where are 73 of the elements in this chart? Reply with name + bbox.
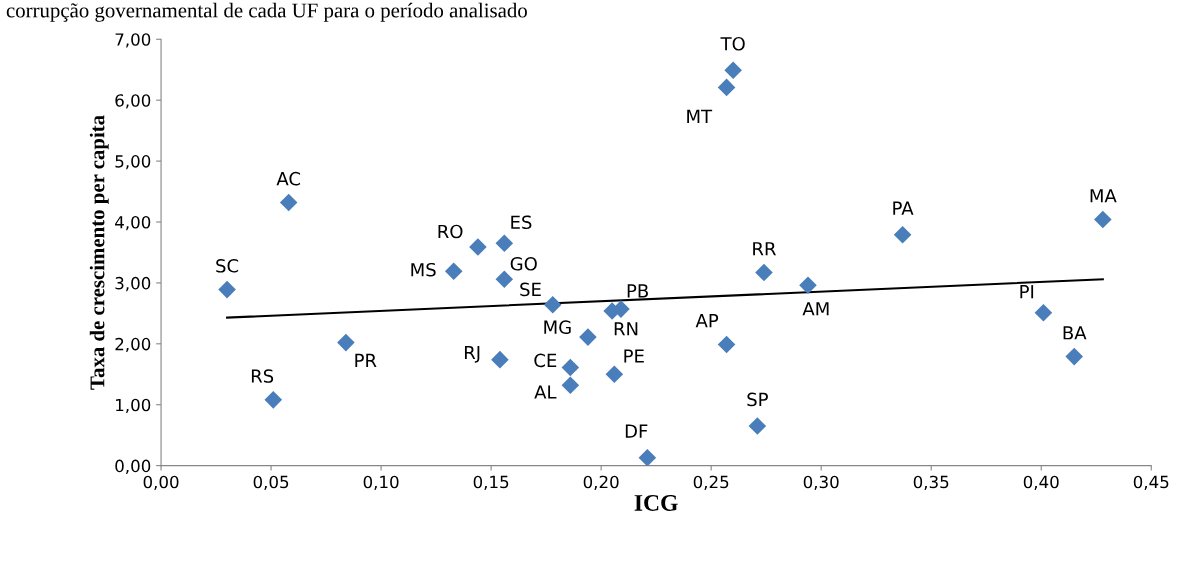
x-tick-label: 0,15 (473, 475, 509, 490)
y-tick-label: 5,00 (115, 155, 151, 170)
x-axis-title: ICG (634, 495, 678, 511)
x-tick-label: 0,45 (1133, 475, 1169, 490)
annotation: SE (520, 282, 541, 297)
point (218, 280, 236, 299)
annotation: PR (355, 353, 377, 368)
annotation: PE (624, 349, 644, 363)
point (279, 193, 298, 212)
point (337, 333, 355, 352)
x-tick-label: 0,30 (803, 475, 839, 490)
annotation: MG (544, 320, 571, 335)
annotation: MS (411, 262, 436, 277)
y-tick-label: 3,00 (115, 276, 151, 292)
annotation: RS (251, 369, 274, 383)
point (605, 365, 624, 384)
y-tick-label: 1,00 (116, 398, 151, 413)
y-tick-label: 6,00 (115, 94, 151, 109)
annotation: PB (627, 284, 648, 298)
point (724, 61, 742, 80)
point (748, 417, 767, 435)
x-tick-label: 0,05 (253, 475, 289, 490)
annotation: PI (1020, 285, 1034, 299)
point (495, 270, 514, 289)
x-tick-label: 0,00 (143, 475, 179, 490)
annotation: MA (1090, 189, 1117, 203)
x-tick-label: 0,35 (913, 475, 949, 490)
point (561, 376, 580, 395)
y-tick-label: 7,00 (115, 33, 151, 48)
x-tick-label: 0,20 (583, 475, 619, 490)
annotation: SC (216, 258, 239, 273)
y-tick-label: 2,00 (115, 337, 151, 353)
annotation: DF (625, 424, 648, 438)
point (717, 78, 736, 97)
point (893, 226, 912, 244)
annotation: SP (747, 392, 768, 407)
annotation: ES (511, 215, 532, 230)
y-tick-label: 4,00 (115, 215, 151, 231)
annotation: BA (1063, 326, 1087, 340)
x-tick-label: 0,40 (1023, 475, 1059, 490)
point (1094, 210, 1112, 229)
point (469, 238, 487, 256)
point (638, 448, 657, 466)
point (495, 234, 514, 253)
annotation: CE (534, 353, 557, 368)
point (579, 328, 597, 346)
annotation: TO (720, 36, 745, 51)
point (1065, 347, 1084, 366)
annotation: AP (695, 314, 719, 328)
point (491, 350, 509, 369)
annotation: AC (276, 171, 301, 186)
annotation: GO (510, 256, 537, 271)
point (543, 296, 562, 314)
point (561, 358, 580, 377)
annotation: RN (614, 322, 638, 336)
point (264, 391, 283, 409)
point (799, 276, 817, 295)
x-tick-label: 0,10 (363, 475, 399, 490)
annotation: AM (802, 302, 829, 316)
y-tick-label: 0,00 (115, 459, 151, 474)
annotation: RR (753, 242, 776, 256)
annotation: MT (687, 109, 713, 123)
text: corrupção governamental de cada UF para o período analisado (6, 2, 527, 22)
point (1034, 303, 1053, 322)
annotation: RJ (464, 345, 480, 363)
annotation: RO (438, 224, 463, 239)
y-axis-title: Taxa de crescimento per capita (89, 115, 109, 390)
point (444, 262, 463, 281)
x-tick-label: 0,25 (693, 475, 729, 490)
annotation: AL (534, 385, 557, 399)
point (717, 335, 736, 354)
annotation: PA (893, 201, 914, 215)
point (755, 263, 773, 282)
